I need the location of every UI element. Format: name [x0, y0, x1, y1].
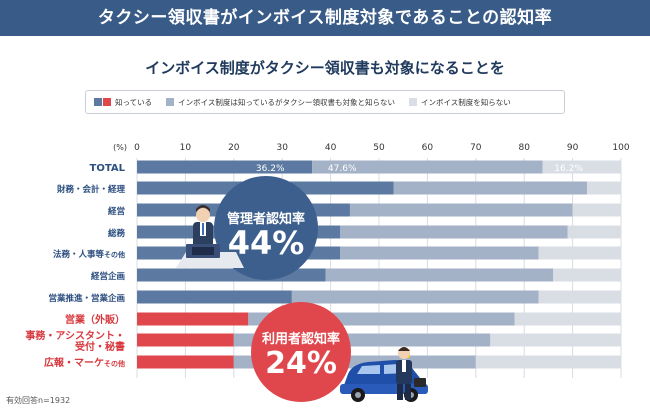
bar-segment-4-1	[340, 246, 539, 260]
bar-segment-8-2	[490, 333, 621, 347]
category-label-9: 広報・マーケその他	[44, 356, 125, 369]
data-label-1: 47.6%	[328, 164, 357, 174]
manager-callout-label: 管理者認知率	[226, 212, 305, 227]
manager-callout-value: 44%	[227, 224, 305, 262]
legend-item-aware: 知っている	[94, 97, 152, 108]
category-label-5: 経営企画	[91, 271, 125, 282]
legend-swatch-unaware	[409, 98, 418, 106]
category-label-7: 営業（外販）	[65, 313, 125, 326]
x-tick-label-60: 60	[422, 143, 434, 153]
bar-segment-0-2	[542, 160, 621, 174]
x-tick-label-40: 40	[325, 143, 337, 153]
legend-label-partial: インボイス制度は知っているがタクシー領収書も対象と知らない	[178, 97, 396, 107]
category-label-0: TOTAL	[90, 163, 126, 174]
x-tick-label-70: 70	[470, 143, 482, 153]
bar-segment-5-0	[137, 268, 326, 282]
bar-segment-8-0	[137, 333, 234, 347]
legend-label-aware: 知っている	[115, 97, 153, 107]
bar-segment-3-2	[567, 225, 621, 239]
bar-segment-5-1	[325, 268, 554, 282]
user-callout-label: 利用者認知率	[261, 332, 340, 347]
chart-subtitle: インボイス制度がタクシー領収書も対象になることを	[145, 59, 505, 77]
legend-item-unaware: インボイス制度を知らない	[409, 97, 511, 108]
legend-swatch-aware-user	[103, 98, 111, 106]
category-label-8: 事務・アシスタント・受付・秘書	[25, 329, 125, 353]
bar-segment-9-0	[137, 355, 234, 369]
x-tick-label-90: 90	[567, 143, 579, 153]
data-label-2: 16.2%	[554, 164, 583, 174]
x-tick-label-20: 20	[228, 143, 240, 153]
business-person-icon	[396, 347, 426, 400]
office-worker-icon	[176, 205, 244, 268]
user-callout-value: 24%	[265, 346, 337, 381]
category-label-6: 営業推進・営業企画	[48, 293, 125, 304]
sample-size-footnote: 有効回答n=1932	[6, 396, 71, 405]
bar-segment-5-2	[553, 268, 621, 282]
bar-segment-0-0	[137, 160, 313, 174]
x-tick-label-100: 100	[612, 143, 629, 153]
bar-segment-6-1	[291, 290, 539, 304]
x-axis-unit-label: (%)	[113, 143, 127, 152]
manager-callout-circle	[214, 176, 318, 280]
page-title-banner: タクシー領収書がインボイス制度対象であることの認知率	[0, 0, 650, 36]
legend-swatch-aware-manager	[94, 98, 102, 106]
x-tick-label-30: 30	[276, 143, 288, 153]
legend: 知っている インボイス制度は知っているがタクシー領収書も対象と知らない インボイ…	[85, 90, 565, 114]
bar-segment-4-2	[538, 246, 621, 260]
bar-segment-2-2	[572, 203, 621, 217]
bar-segment-7-0	[137, 312, 249, 326]
bar-segment-9-2	[475, 355, 621, 369]
bar-segment-1-1	[393, 181, 588, 195]
x-tick-label-50: 50	[373, 143, 385, 153]
bar-segment-0-1	[312, 160, 543, 174]
category-label-3: 総務	[108, 228, 126, 239]
x-tick-label-10: 10	[180, 143, 192, 153]
bar-segment-6-2	[538, 290, 621, 304]
data-label-0: 36.2%	[256, 164, 285, 174]
bar-segment-1-2	[587, 181, 621, 195]
x-tick-label-0: 0	[134, 143, 140, 153]
bar-segment-2-1	[349, 203, 573, 217]
legend-swatch-partial	[166, 98, 175, 106]
bar-segment-6-0	[137, 290, 292, 304]
category-label-4: 法務・人事等その他	[53, 249, 125, 260]
legend-item-partial: インボイス制度は知っているがタクシー領収書も対象と知らない	[166, 97, 395, 108]
category-label-1: 財務・会計・経理	[56, 184, 126, 195]
x-tick-label-80: 80	[518, 143, 530, 153]
legend-label-unaware: インボイス制度を知らない	[421, 97, 511, 107]
user-callout-circle	[251, 302, 351, 402]
bar-segment-3-1	[340, 225, 568, 239]
bar-segment-7-2	[514, 312, 621, 326]
category-label-2: 経営	[108, 206, 125, 217]
